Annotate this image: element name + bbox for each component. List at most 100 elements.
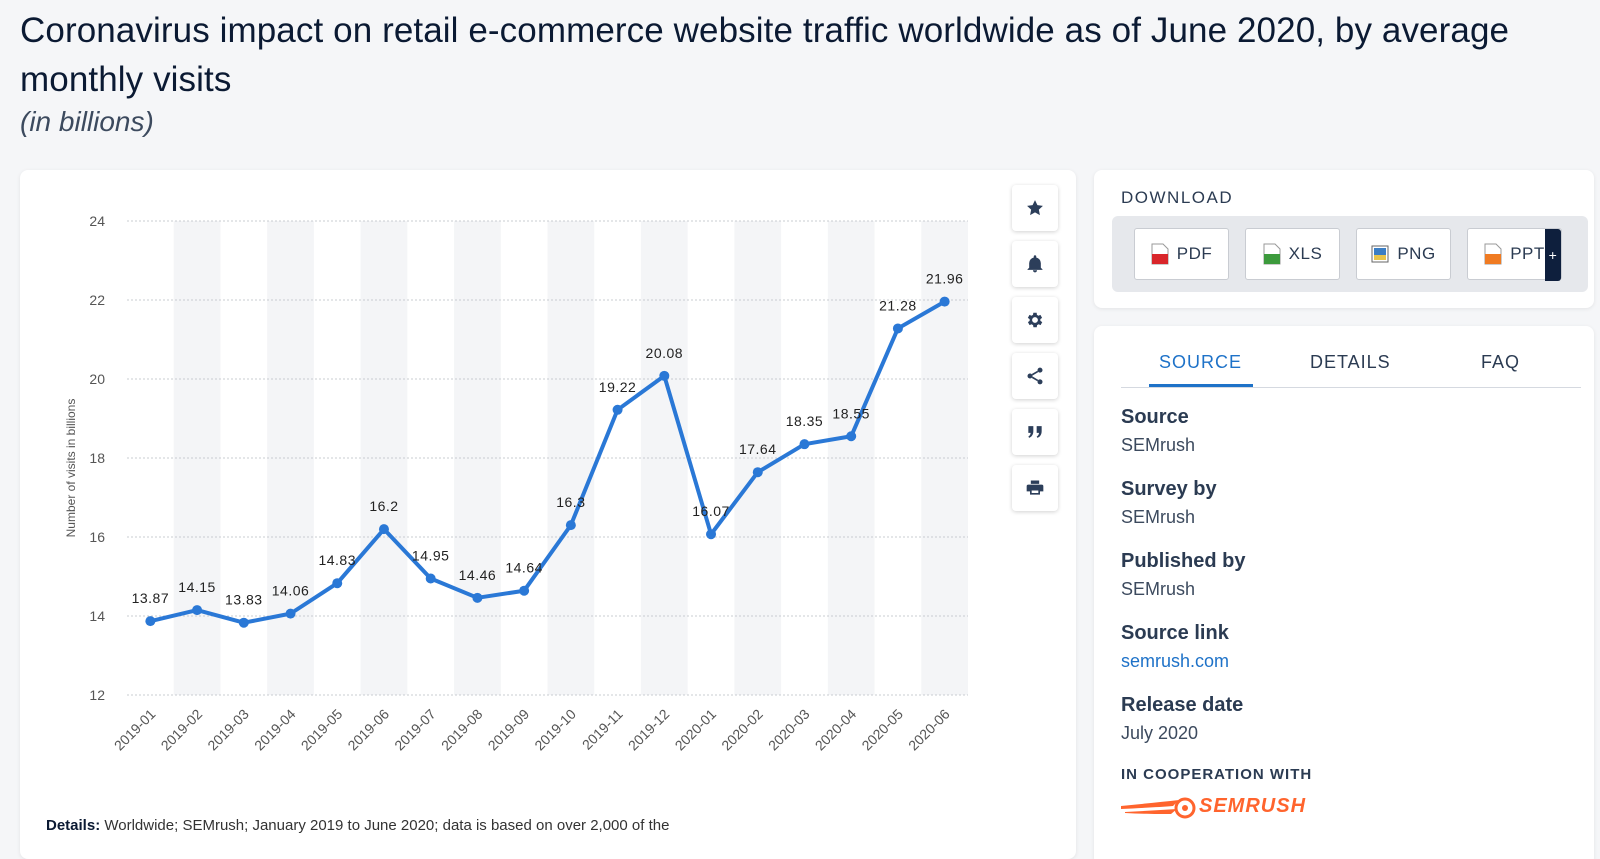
x-tick-label: 2019-12	[625, 706, 673, 754]
source-link[interactable]: semrush.com	[1121, 651, 1230, 671]
download-card: DOWNLOAD PDF XLS PNG PPT +	[1094, 170, 1594, 308]
release-date-value: July 2020	[1121, 723, 1199, 743]
y-tick-label: 22	[89, 292, 105, 308]
favorite-button[interactable]	[1012, 185, 1058, 231]
y-tick-label: 24	[89, 213, 105, 229]
data-point	[332, 578, 343, 589]
published-value: SEMrush	[1121, 579, 1196, 599]
info-tabs: SOURCE DETAILS FAQ	[1121, 348, 1581, 388]
data-point	[659, 370, 670, 381]
download-png-label: PNG	[1397, 244, 1436, 263]
x-tick-label: 2019-07	[391, 706, 439, 754]
cite-button[interactable]	[1012, 409, 1058, 455]
ppt-file-icon	[1484, 243, 1502, 265]
page-subtitle: (in billions)	[20, 106, 154, 137]
data-label: 21.28	[879, 297, 917, 313]
x-tick-label: 2019-08	[438, 706, 486, 754]
data-point	[238, 617, 249, 628]
x-tick-label: 2019-05	[298, 706, 346, 754]
y-tick-label: 12	[89, 687, 105, 703]
data-label: 16.2	[369, 498, 398, 514]
download-xls-button[interactable]: XLS	[1245, 228, 1340, 280]
download-ppt-button[interactable]: PPT +	[1467, 228, 1562, 281]
x-tick-label: 2019-09	[485, 706, 533, 754]
data-label: 16.07	[692, 503, 730, 519]
x-tick-label: 2019-11	[579, 706, 626, 753]
y-tick-label: 16	[89, 529, 105, 545]
data-label: 18.55	[832, 405, 870, 421]
column-band	[734, 221, 782, 695]
data-point	[939, 296, 950, 307]
release-date-label: Release date	[1121, 694, 1244, 716]
tab-details[interactable]: DETAILS	[1310, 352, 1391, 372]
semrush-logo[interactable]: SEMRUSH	[1121, 794, 1311, 822]
source-value: SEMrush	[1121, 435, 1196, 455]
tab-faq[interactable]: FAQ	[1481, 352, 1521, 372]
semrush-flame-icon	[1121, 797, 1196, 819]
chart-details: Details: Worldwide; SEMrush; January 201…	[46, 817, 669, 834]
x-tick-label: 2019-10	[531, 706, 579, 754]
share-button[interactable]	[1012, 353, 1058, 399]
source-label: Source	[1121, 406, 1189, 428]
x-tick-label: 2020-02	[718, 706, 766, 754]
x-tick-label: 2020-06	[905, 706, 953, 754]
xls-file-icon	[1263, 243, 1281, 265]
download-png-button[interactable]: PNG	[1356, 228, 1451, 280]
semrush-wordmark: SEMRUSH	[1199, 795, 1307, 817]
data-point	[846, 431, 857, 442]
download-more-button[interactable]: +	[1545, 229, 1561, 281]
data-label: 14.83	[318, 552, 356, 568]
print-button[interactable]	[1012, 465, 1058, 511]
data-point	[378, 524, 389, 535]
chart-card: 12 14 16 18 20 22 24 Number of visits in billio…	[20, 170, 1076, 859]
x-tick-label: 2019-02	[158, 706, 206, 754]
bell-icon	[1027, 255, 1043, 273]
x-tick-label: 2019-01	[111, 706, 159, 754]
x-tick-label: 2020-01	[671, 706, 719, 754]
y-axis-label: Number of visits in billions	[64, 399, 78, 538]
column-band	[267, 221, 314, 695]
details-label: Details:	[46, 817, 101, 834]
data-point	[892, 323, 903, 334]
data-point	[472, 592, 483, 603]
gear-icon	[1027, 312, 1043, 328]
data-label: 13.87	[132, 590, 170, 606]
data-point	[612, 404, 623, 415]
chart-toolbar	[1012, 185, 1058, 511]
data-label: 19.22	[599, 379, 637, 395]
data-point	[285, 608, 296, 619]
tab-source[interactable]: SOURCE	[1159, 352, 1243, 372]
data-label: 21.96	[926, 271, 964, 287]
settings-button[interactable]	[1012, 297, 1058, 343]
line-chart: 12 14 16 18 20 22 24 Number of visits in billio…	[64, 213, 968, 754]
download-bar: PDF XLS PNG PPT +	[1112, 216, 1588, 292]
x-tick-label: 2019-03	[204, 706, 252, 754]
data-point	[752, 467, 763, 478]
share-icon	[1027, 367, 1043, 385]
details-text: Worldwide; SEMrush; January 2019 to June…	[104, 817, 670, 834]
data-point	[565, 520, 576, 531]
pdf-file-icon	[1151, 243, 1169, 265]
y-tick-label: 14	[89, 608, 105, 624]
survey-label: Survey by	[1121, 478, 1217, 500]
notification-button[interactable]	[1012, 241, 1058, 287]
x-tick-label: 2020-04	[812, 706, 860, 754]
download-pdf-button[interactable]: PDF	[1134, 228, 1229, 280]
y-tick-label: 20	[89, 371, 105, 387]
data-label: 14.06	[272, 583, 310, 599]
x-tick-label: 2020-05	[858, 706, 906, 754]
info-card: SOURCE DETAILS FAQ Source SEMrush Survey…	[1094, 326, 1594, 859]
data-label: 18.35	[786, 413, 824, 429]
data-label: 20.08	[646, 345, 684, 361]
x-tick-label: 2019-04	[251, 706, 299, 754]
x-tick-label: 2020-03	[765, 706, 813, 754]
cooperation-label: IN COOPERATION WITH	[1121, 766, 1313, 783]
download-ppt-label: PPT	[1510, 244, 1545, 263]
data-point	[799, 439, 810, 450]
source-link-label: Source link	[1121, 622, 1229, 644]
x-tick-label: 2019-06	[344, 706, 392, 754]
download-title: DOWNLOAD	[1121, 188, 1234, 207]
download-pdf-label: PDF	[1176, 244, 1213, 263]
column-band	[454, 221, 501, 695]
quote-icon	[1028, 426, 1042, 438]
